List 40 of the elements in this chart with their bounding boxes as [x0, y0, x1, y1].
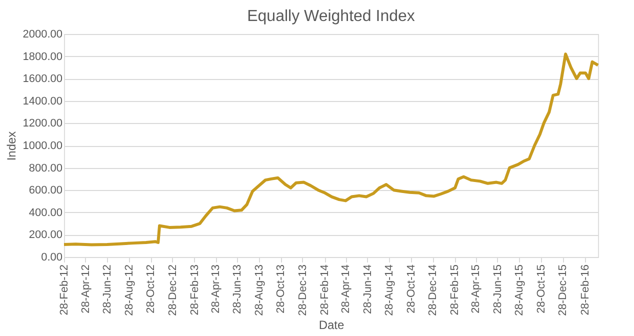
x-tick-label: 28-Jun-13	[232, 264, 244, 314]
x-tick-label: 28-Aug-14	[384, 264, 396, 316]
x-tick-label: 28-Oct-15	[535, 264, 548, 314]
x-tick-label: 28-Aug-13	[253, 264, 266, 316]
x-tick-label: 28-Oct-14	[405, 264, 418, 314]
x-tick-label: 28-Feb-13	[188, 264, 201, 316]
y-axis-title: Index	[4, 131, 19, 161]
y-tick-label: 200.00	[28, 229, 62, 242]
x-tick-label: 28-Apr-12	[80, 264, 92, 314]
x-tick-label: 28-Apr-13	[210, 264, 222, 314]
x-tick-label: 28-Dec-12	[166, 264, 179, 316]
x-axis-title: Date	[318, 318, 344, 332]
x-tick-label: 28-Dec-14	[427, 264, 440, 316]
y-tick-label: 800.00	[28, 162, 62, 174]
y-tick-label: 1400.00	[22, 95, 62, 108]
x-tick-label: 28-Dec-13	[296, 264, 309, 316]
y-tick-label: 600.00	[28, 184, 62, 197]
y-tick-label: 1600.00	[22, 73, 62, 86]
x-tick-label: 28-Aug-15	[514, 264, 526, 316]
x-tick-label: 28-Jun-14	[362, 264, 374, 314]
y-tick-label: 2000.00	[22, 28, 62, 40]
x-tick-label: 28-Oct-13	[275, 264, 288, 314]
x-tick-label: 28-Jun-15	[492, 264, 504, 314]
x-tick-label: 28-Apr-14	[340, 264, 352, 314]
x-tick-label: 28-Feb-12	[58, 264, 70, 316]
line-series	[62, 52, 600, 246]
y-tick-label: 0.00	[41, 252, 62, 264]
x-tick-label: 28-Apr-15	[470, 264, 482, 314]
chart-title: Equally Weighted Index	[247, 8, 415, 25]
x-tick-label: 28-Feb-15	[449, 264, 462, 316]
x-tick-label: 28-Jun-12	[102, 264, 114, 314]
x-tick-label: 28-Feb-16	[579, 264, 592, 316]
x-tick-label: 28-Aug-12	[123, 264, 136, 316]
x-tick-label: 28-Oct-12	[145, 264, 158, 314]
y-tick-label: 1800.00	[22, 50, 62, 63]
y-tick-label: 400.00	[28, 206, 62, 219]
x-tick-label: 28-Feb-14	[319, 264, 332, 316]
y-tick-label: 1200.00	[22, 118, 62, 130]
y-tick-label: 1000.00	[22, 140, 62, 152]
x-tick-label: 28-Dec-15	[557, 264, 570, 316]
